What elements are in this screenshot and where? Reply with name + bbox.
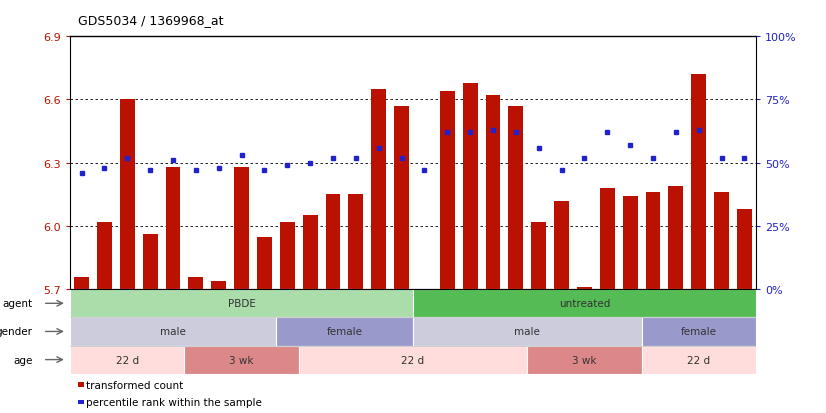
Bar bbox=[463, 83, 477, 290]
Text: agent: agent bbox=[2, 299, 32, 309]
Bar bbox=[166, 168, 180, 290]
Bar bbox=[349, 195, 363, 290]
Bar bbox=[325, 195, 340, 290]
Bar bbox=[70, 290, 413, 318]
Bar bbox=[554, 201, 569, 290]
Text: 22 d: 22 d bbox=[401, 355, 425, 365]
Bar bbox=[413, 318, 642, 346]
Text: male: male bbox=[160, 327, 186, 337]
Bar bbox=[394, 107, 409, 290]
Text: 3 wk: 3 wk bbox=[572, 355, 596, 365]
Text: 22 d: 22 d bbox=[687, 355, 710, 365]
Bar bbox=[691, 75, 706, 290]
Bar bbox=[531, 222, 546, 290]
Text: gender: gender bbox=[0, 327, 32, 337]
Bar bbox=[143, 235, 158, 290]
Text: female: female bbox=[326, 327, 363, 337]
Text: 3 wk: 3 wk bbox=[230, 355, 254, 365]
Bar bbox=[714, 193, 729, 290]
Bar bbox=[120, 100, 135, 290]
Bar bbox=[623, 197, 638, 290]
Bar bbox=[737, 210, 752, 290]
Bar bbox=[74, 277, 89, 290]
Bar bbox=[600, 189, 615, 290]
Text: PBDE: PBDE bbox=[228, 299, 255, 309]
Text: male: male bbox=[515, 327, 540, 337]
Bar bbox=[486, 96, 501, 290]
Bar bbox=[276, 318, 413, 346]
Bar bbox=[413, 290, 756, 318]
Text: GDS5034 / 1369968_at: GDS5034 / 1369968_at bbox=[78, 14, 224, 27]
Bar bbox=[70, 318, 276, 346]
Bar bbox=[668, 187, 683, 290]
Bar bbox=[372, 90, 386, 290]
Bar bbox=[642, 318, 756, 346]
Text: 22 d: 22 d bbox=[116, 355, 139, 365]
Text: untreated: untreated bbox=[558, 299, 610, 309]
Bar bbox=[642, 346, 756, 374]
Bar bbox=[280, 222, 295, 290]
Text: transformed count: transformed count bbox=[86, 380, 183, 390]
Bar bbox=[440, 92, 454, 290]
Bar bbox=[527, 346, 642, 374]
Bar bbox=[257, 237, 272, 290]
Bar bbox=[303, 216, 317, 290]
Bar bbox=[184, 346, 299, 374]
Bar bbox=[577, 287, 591, 290]
Bar bbox=[97, 222, 112, 290]
Bar bbox=[211, 281, 226, 290]
Bar bbox=[235, 168, 249, 290]
Bar bbox=[299, 346, 527, 374]
Bar bbox=[70, 346, 184, 374]
Text: age: age bbox=[13, 355, 32, 365]
Bar bbox=[188, 277, 203, 290]
Bar bbox=[509, 107, 523, 290]
Bar bbox=[646, 193, 660, 290]
Text: percentile rank within the sample: percentile rank within the sample bbox=[86, 397, 262, 407]
Text: female: female bbox=[681, 327, 717, 337]
